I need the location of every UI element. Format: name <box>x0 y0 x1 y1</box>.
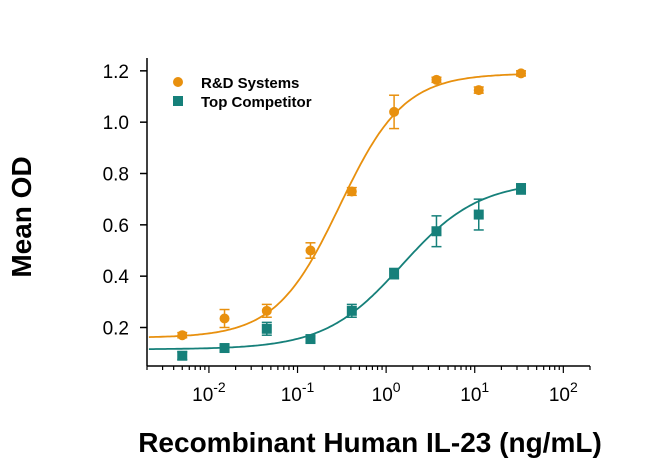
error-bars <box>177 70 527 361</box>
data-markers <box>177 68 527 361</box>
plot-area: 0.20.40.60.81.01.2 10-2 10-1 100 101 102 R&D… <box>103 58 591 406</box>
data-point-square <box>516 183 527 194</box>
y-tick-label: 1.0 <box>103 113 129 134</box>
legend-label-rd-systems: R&D Systems <box>201 75 299 92</box>
data-point-square <box>219 343 230 354</box>
x-tick-base: 10 <box>372 385 393 406</box>
data-point-square <box>473 209 484 220</box>
x-tick-exponent: 0 <box>393 379 401 395</box>
x-tick-base: 10 <box>281 385 302 406</box>
x-tick-label: 10-1 <box>281 379 315 406</box>
data-point-circle <box>431 74 442 85</box>
y-tick-label: 0.6 <box>103 216 129 237</box>
legend-label-top-competitor: Top Competitor <box>201 94 312 111</box>
x-tick-labels: 10-2 10-1 100 101 102 <box>192 379 578 406</box>
x-tick-base: 10 <box>549 385 570 406</box>
data-point-square <box>261 323 272 334</box>
data-point-circle <box>261 305 272 316</box>
x-tick-base: 10 <box>460 385 481 406</box>
data-point-circle <box>346 186 357 197</box>
fit-curves <box>148 73 522 350</box>
data-point-circle <box>389 106 400 117</box>
data-point-square <box>389 268 400 279</box>
y-tick-labels: 0.2 0.4 0.6 0.8 1.0 1.2 <box>103 62 130 340</box>
legend-marker-rd-systems <box>173 77 183 87</box>
x-axis-title: Recombinant Human IL-23 (ng/mL) <box>138 427 602 458</box>
x-tick-label: 102 <box>549 379 578 406</box>
data-point-circle <box>305 245 316 256</box>
x-tick-marks <box>146 366 591 373</box>
y-tick-label: 0.4 <box>103 267 130 288</box>
data-point-square <box>346 305 357 316</box>
fit-curve-series-0 <box>148 73 522 338</box>
y-tick-label: 1.2 <box>103 62 129 83</box>
x-tick-exponent: -2 <box>213 379 226 395</box>
x-tick-exponent: 1 <box>481 379 489 395</box>
x-tick-label: 100 <box>372 379 401 406</box>
x-tick-exponent: -1 <box>302 379 315 395</box>
x-tick-base: 10 <box>192 385 213 406</box>
legend-marker-top-competitor <box>173 96 183 106</box>
data-point-square <box>177 350 188 361</box>
fit-curve-series-1 <box>148 187 522 350</box>
y-tick-label: 0.8 <box>103 165 129 186</box>
y-axis-title: Mean OD <box>6 156 37 277</box>
data-point-square <box>305 334 316 345</box>
data-point-circle <box>516 68 527 79</box>
x-tick-label: 10-2 <box>192 379 226 406</box>
y-tick-marks <box>140 70 147 329</box>
data-point-circle <box>177 330 188 341</box>
x-tick-exponent: 2 <box>570 379 578 395</box>
x-tick-label: 101 <box>460 379 489 406</box>
data-point-square <box>431 226 442 237</box>
data-point-circle <box>219 313 230 324</box>
legend: R&D Systems Top Competitor <box>173 75 312 111</box>
data-point-circle <box>473 85 484 96</box>
y-tick-label: 0.2 <box>103 319 129 340</box>
